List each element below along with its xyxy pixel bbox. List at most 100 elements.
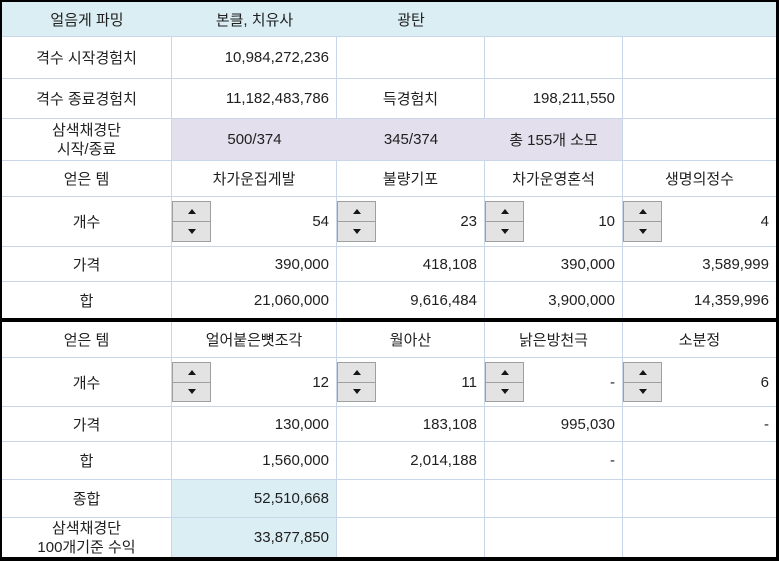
price-row-label: 가격: [2, 407, 172, 442]
dumpling-row-label: 삼색채경단 시작/종료: [2, 119, 172, 161]
price-value: 130,000: [172, 407, 337, 442]
arrow-down-icon: [500, 389, 509, 395]
price-value: 418,108: [337, 247, 485, 282]
price-value: -: [623, 407, 776, 442]
price-row-label: 가격: [2, 247, 172, 282]
empty-cell: [485, 37, 623, 79]
count-cell[interactable]: 11: [337, 358, 485, 407]
spin-up-button[interactable]: [485, 201, 524, 222]
sum-value: [623, 442, 776, 480]
empty-cell: [337, 518, 485, 557]
sum-value: 2,014,188: [337, 442, 485, 480]
spin-down-button[interactable]: [337, 381, 376, 402]
count-cell[interactable]: -: [485, 358, 623, 407]
arrow-up-icon: [187, 369, 196, 375]
spin-up-button[interactable]: [172, 362, 211, 383]
count-cell[interactable]: 10: [485, 197, 623, 247]
sum-value: 1,560,000: [172, 442, 337, 480]
sum-value: 3,900,000: [485, 282, 623, 318]
sum-value: 14,359,996: [693, 291, 769, 309]
price-value: 390,000: [485, 247, 623, 282]
sum-row-label: 합: [2, 282, 172, 318]
count-cell[interactable]: 6: [623, 358, 776, 407]
count-cell[interactable]: 54: [172, 197, 337, 247]
count-value: 54: [312, 213, 329, 230]
empty-cell: [485, 480, 623, 518]
sum-row-label: 합: [2, 442, 172, 480]
arrow-down-icon: [187, 389, 196, 395]
spin-up-button[interactable]: [172, 201, 211, 222]
count-value: -: [610, 373, 615, 391]
profit-label-line2: 100개기준 수익: [37, 538, 136, 556]
spin-down-button[interactable]: [172, 381, 211, 402]
count-value: 23: [460, 213, 477, 230]
sum-value: 21,060,000: [172, 282, 337, 318]
item-name: 얼어붙은뼛조각: [172, 322, 337, 358]
spin-up-button[interactable]: [337, 362, 376, 383]
count-spinner[interactable]: [485, 201, 524, 242]
arrow-up-icon: [638, 209, 647, 214]
count-spinner[interactable]: [485, 362, 524, 402]
price-value: 183,108: [337, 407, 485, 442]
empty-cell: [337, 37, 485, 79]
exp-start-label: 격수 시작경험치: [2, 37, 172, 79]
empty-cell: [623, 518, 776, 557]
section-divider: [2, 318, 776, 322]
spin-down-button[interactable]: [623, 381, 662, 402]
count-spinner[interactable]: [172, 201, 211, 242]
count-value: 4: [760, 213, 769, 230]
arrow-up-icon: [352, 369, 361, 375]
item-name: 차가운영혼석: [485, 161, 623, 197]
spin-up-button[interactable]: [623, 362, 662, 383]
spin-down-button[interactable]: [337, 221, 376, 242]
spin-down-button[interactable]: [623, 221, 662, 242]
dumpling-label-line1: 삼색채경단: [51, 121, 121, 139]
count-cell[interactable]: 4: [623, 197, 776, 247]
count-spinner[interactable]: [337, 362, 376, 402]
count-spinner[interactable]: [623, 362, 662, 402]
party-main-label: 본클, 치유사: [172, 2, 337, 37]
arrow-down-icon: [500, 229, 509, 234]
spin-down-button[interactable]: [172, 221, 211, 242]
count-spinner[interactable]: [623, 201, 662, 242]
empty-cell: [623, 79, 776, 119]
arrow-up-icon: [500, 209, 509, 214]
price-value: 390,000: [172, 247, 337, 282]
dumpling-consumed: 총 155개 소모: [485, 119, 623, 161]
arrow-up-icon: [638, 369, 647, 375]
item-name: 낡은방천극: [485, 322, 623, 358]
item-name: 월아산: [337, 322, 485, 358]
count-value: 6: [760, 373, 769, 391]
count-cell[interactable]: 12: [172, 358, 337, 407]
arrow-down-icon: [352, 229, 361, 234]
exp-end-label: 격수 종료경험치: [2, 79, 172, 119]
arrow-down-icon: [638, 389, 647, 395]
spin-down-button[interactable]: [485, 381, 524, 402]
exp-end-value: 11,182,483,786: [172, 79, 337, 119]
dumpling-sub-value: 345/374: [337, 119, 485, 161]
spin-down-button[interactable]: [485, 221, 524, 242]
exp-gain-value: 198,211,550: [485, 79, 623, 119]
spin-up-button[interactable]: [623, 201, 662, 222]
profit-row-label: 삼색채경단 100개기준 수익: [2, 518, 172, 557]
arrow-down-icon: [638, 229, 647, 234]
items-row-label: 얻은 템: [2, 161, 172, 197]
empty-cell: [485, 518, 623, 557]
sum-value: -: [485, 442, 623, 480]
empty-cell: [623, 480, 776, 518]
spin-up-button[interactable]: [337, 201, 376, 222]
arrow-down-icon: [352, 389, 361, 395]
count-value: 11: [461, 373, 477, 391]
sum-value: 9,616,484: [337, 282, 485, 318]
exp-gain-label: 득경험치: [337, 79, 485, 119]
count-spinner[interactable]: [172, 362, 211, 402]
spin-up-button[interactable]: [485, 362, 524, 383]
profit-value: 33,877,850: [172, 518, 337, 557]
count-cell[interactable]: 23: [337, 197, 485, 247]
empty-cell: [623, 2, 776, 37]
item-name: 불량기포: [337, 161, 485, 197]
price-value: 3,589,999: [623, 247, 776, 282]
count-spinner[interactable]: [337, 201, 376, 242]
item-name: 소분정: [623, 322, 776, 358]
